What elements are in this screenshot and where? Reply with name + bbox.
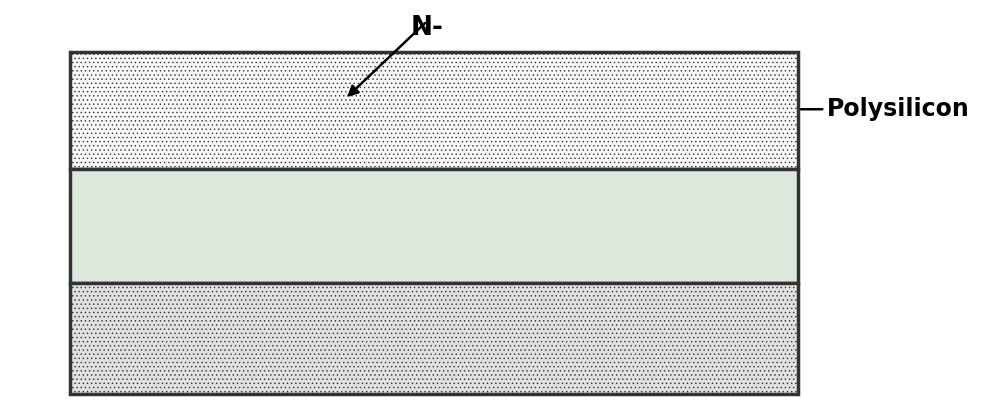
Text: N-: N- (411, 15, 443, 41)
Bar (70, 283, 798, 394)
Bar (70, 52, 798, 168)
Bar (70, 168, 798, 283)
Text: Polysilicon: Polysilicon (827, 97, 970, 121)
